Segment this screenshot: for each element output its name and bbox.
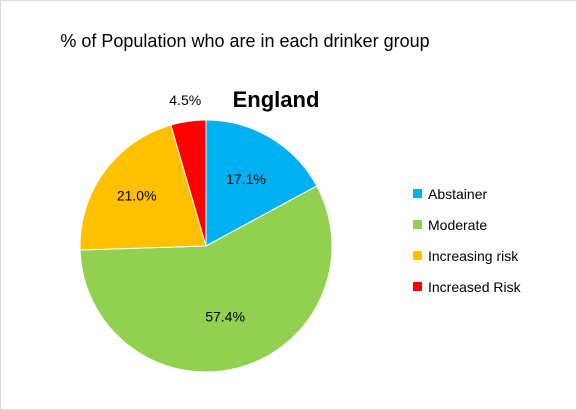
data-label-abstainer: 17.1% — [226, 171, 266, 187]
data-label-increased-risk: 4.5% — [169, 92, 201, 108]
legend-label-increased-risk: Increased Risk — [428, 278, 521, 295]
legend-item-abstainer: Abstainer — [413, 183, 521, 204]
legend-label-moderate: Moderate — [428, 216, 488, 233]
legend-item-moderate: Moderate — [413, 214, 521, 235]
legend-label-abstainer: Abstainer — [428, 185, 488, 202]
legend-swatch-moderate — [413, 220, 422, 229]
legend-swatch-increased-risk — [413, 282, 422, 291]
pie-slice-increased-risk — [170, 119, 207, 247]
pie-slice-moderate — [79, 185, 333, 373]
pie-slice-increasing-risk — [79, 124, 207, 251]
legend-item-increasing-risk: Increasing risk — [413, 245, 521, 266]
data-label-increasing-risk: 21.0% — [117, 188, 157, 204]
chart-subtitle: England — [232, 87, 320, 112]
pie-slice-abstainer — [205, 119, 318, 247]
legend-swatch-increasing-risk — [413, 251, 422, 260]
legend-item-increased-risk: Increased Risk — [413, 276, 521, 297]
legend-label-increasing-risk: Increasing risk — [428, 247, 519, 264]
data-label-moderate: 57.4% — [205, 309, 245, 325]
chart-title: % of Population who are in each drinker … — [60, 31, 430, 51]
legend-swatch-abstainer — [413, 189, 422, 198]
legend: Abstainer Moderate Increasing risk Incre… — [413, 183, 521, 307]
